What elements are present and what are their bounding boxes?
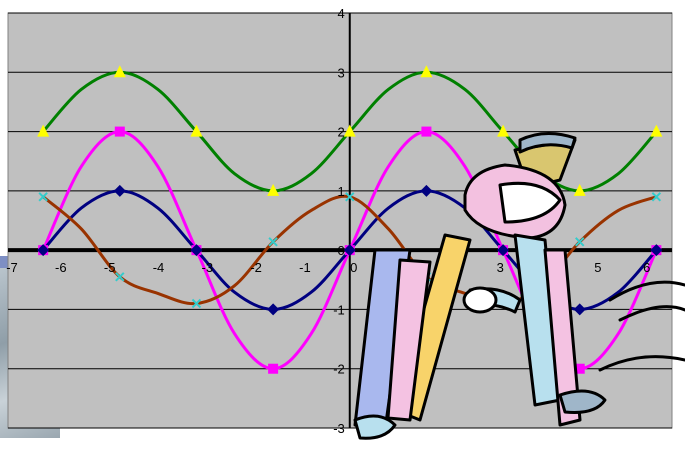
data-point-series-4: [115, 272, 125, 282]
data-point-series-3: [343, 244, 356, 257]
x-tick-label: -1: [299, 260, 311, 275]
data-point-series-1: [190, 124, 203, 137]
data-point-series-1: [113, 65, 126, 78]
data-point-series-4: [38, 192, 48, 202]
x-tick-label: 2: [448, 260, 455, 275]
x-tick-label: 1: [399, 260, 406, 275]
data-point-series-4: [345, 192, 355, 202]
y-tick-label: -3: [333, 421, 345, 436]
x-tick-label: 6: [643, 260, 650, 275]
data-point-series-4: [268, 237, 278, 247]
data-point-series-2: [268, 363, 279, 374]
data-point-series-1: [650, 124, 663, 137]
data-point-series-3: [650, 244, 663, 257]
data-point-series-1: [343, 124, 356, 137]
data-point-series-2: [421, 126, 432, 137]
data-point-series-1: [267, 183, 280, 196]
x-tick-label: 5: [594, 260, 601, 275]
y-tick-label: -1: [333, 302, 345, 317]
y-tick-label: 0: [338, 243, 345, 258]
data-point-series-1: [420, 65, 433, 78]
data-point-series-1: [37, 124, 50, 137]
data-point-series-1: [497, 124, 510, 137]
x-tick-label: 0: [350, 260, 357, 275]
x-tick-label: -2: [250, 260, 262, 275]
data-point-series-3: [37, 244, 50, 257]
data-point-series-3: [113, 184, 126, 197]
x-tick-label: -6: [55, 260, 67, 275]
y-tick-label: -2: [333, 362, 345, 377]
y-tick-label: 4: [338, 6, 345, 21]
x-tick-label: -7: [6, 260, 18, 275]
data-point-series-1: [573, 183, 586, 196]
y-tick-label: 2: [338, 125, 345, 140]
data-point-series-4: [651, 192, 662, 202]
data-point-series-4: [191, 298, 202, 309]
x-tick-label: -4: [153, 260, 165, 275]
data-point-series-3: [267, 303, 280, 316]
y-tick-label: 1: [338, 184, 345, 199]
data-point-series-3: [420, 184, 433, 197]
y-tick-label: 3: [338, 65, 345, 80]
data-point-series-3: [190, 244, 203, 257]
x-tick-label: 4: [545, 260, 552, 275]
data-point-series-3: [497, 244, 510, 257]
data-point-series-2: [574, 363, 585, 374]
data-point-series-4: [575, 237, 585, 247]
x-tick-label: -5: [104, 260, 116, 275]
data-point-series-2: [114, 126, 125, 137]
x-tick-label: 3: [497, 260, 504, 275]
x-tick-label: -3: [202, 260, 214, 275]
